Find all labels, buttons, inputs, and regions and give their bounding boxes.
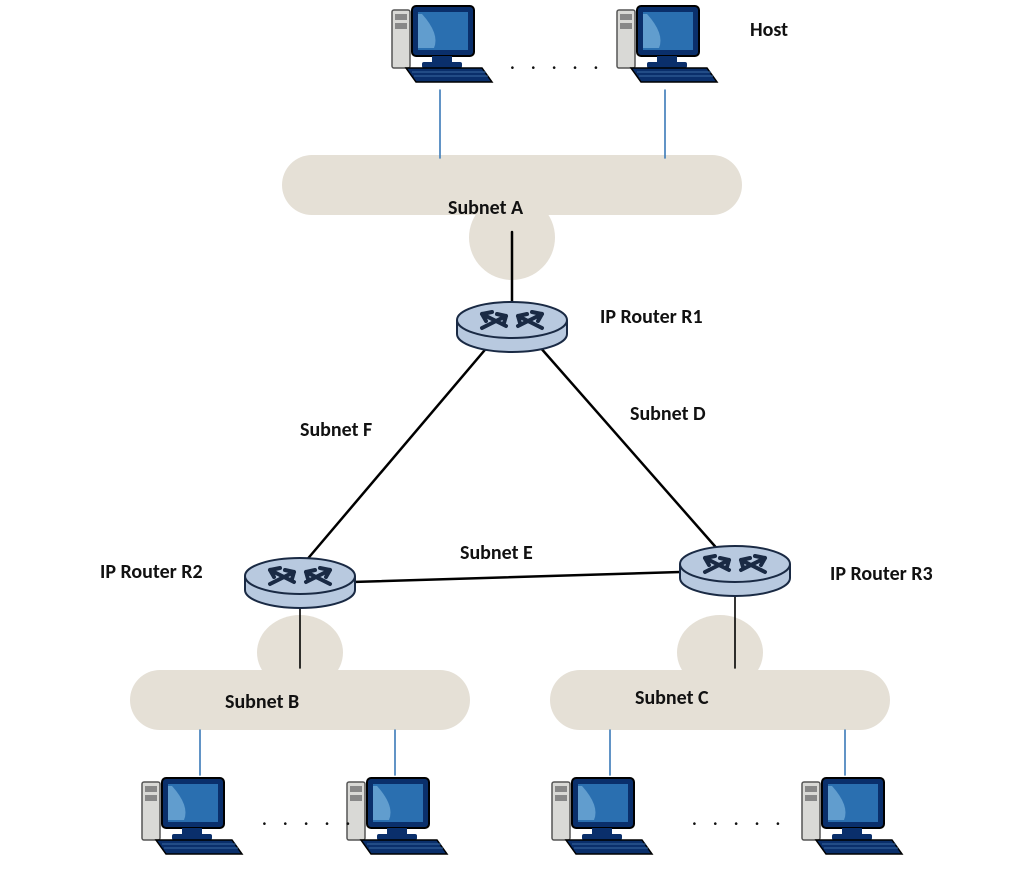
label-router-r2: IP Router R2 <box>100 560 203 584</box>
label-subnet-f: Subnet F <box>300 418 372 442</box>
subnet-cloud <box>550 615 890 730</box>
diagram-canvas: Host Subnet A Subnet B Subnet C Subnet D… <box>0 0 1024 876</box>
label-host: Host <box>750 18 788 42</box>
host-icon <box>552 778 652 854</box>
host-icon <box>617 6 717 82</box>
label-subnet-d: Subnet D <box>630 402 706 426</box>
host-icon <box>347 778 447 854</box>
label-subnet-b: Subnet B <box>225 690 299 714</box>
label-subnet-c: Subnet C <box>635 686 709 710</box>
router-r1-icon <box>457 302 567 352</box>
link <box>352 572 680 582</box>
label-subnet-a: Subnet A <box>448 196 523 220</box>
svg-layer <box>0 0 1024 876</box>
host-icon <box>142 778 242 854</box>
dots-br: . . . . . <box>692 808 786 830</box>
router-r3-icon <box>680 546 790 596</box>
dots-top: . . . . . <box>510 52 604 74</box>
host-icon <box>802 778 902 854</box>
link <box>305 338 495 562</box>
label-router-r1: IP Router R1 <box>600 305 703 329</box>
label-subnet-e: Subnet E <box>460 541 533 565</box>
router-r2-icon <box>245 558 355 608</box>
host-icon <box>392 6 492 82</box>
link <box>532 338 720 552</box>
label-router-r3: IP Router R3 <box>830 562 933 586</box>
dots-bl: . . . . . <box>262 808 356 830</box>
